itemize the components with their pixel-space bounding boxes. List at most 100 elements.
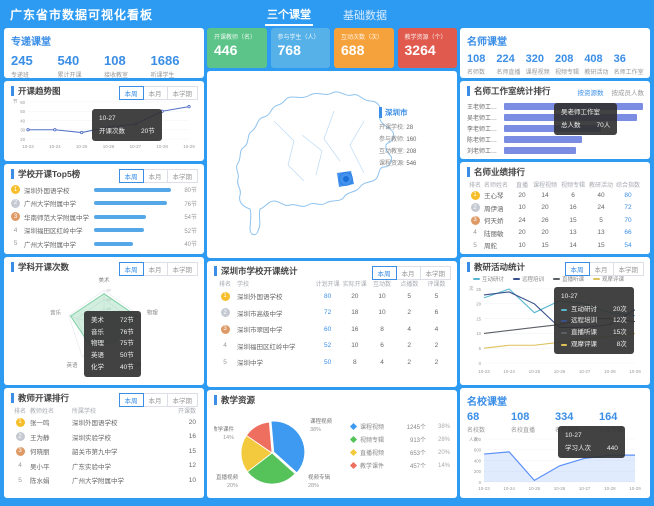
resources-pie-wrap: 课程视频 38% 视频专辑 28% 直播视频 20% 教学课件 14% 课程视频 1245个 38… (214, 407, 450, 495)
column-header: 开课数 (177, 409, 196, 416)
kpi-card-label: 教学资源（个） (404, 35, 447, 41)
toggle-subject-toggles-3[interactable]: 本学期 (166, 262, 198, 276)
stat-label: 名校专辑 (599, 428, 624, 434)
toggle-top5-toggles-2[interactable]: 本月 (142, 169, 168, 183)
stat-value: 408 (584, 53, 603, 65)
table-header-row: 排名 学校 计划开课 实际开课 互动数 点播数 评课数 (214, 279, 450, 288)
column-header: 名师姓名 (484, 183, 509, 190)
resource-count: 1245个 (406, 425, 426, 432)
toggle-subject-toggles-2[interactable]: 本月 (142, 262, 168, 276)
panel-title-mingxiao: 名校课堂 (467, 397, 507, 408)
city-stat-label: 互动教室 (379, 149, 404, 155)
table-cell: 15 (188, 447, 196, 455)
medal-icon: 1 (220, 291, 230, 301)
table-cell: 13 (569, 229, 577, 237)
toggle-trend-toggles-1[interactable]: 本周 (118, 86, 144, 100)
toggle-trend-toggles-3[interactable]: 本学期 (166, 86, 198, 100)
toggle-top5-toggles-1[interactable]: 本周 (118, 169, 144, 183)
bar-value: 40节 (184, 242, 197, 249)
medal-icon: 3 (470, 215, 480, 225)
table-cell: 24 (518, 216, 526, 224)
resource-legend-row: 视频专辑 913个 28% (349, 433, 450, 446)
resources-pie-chart[interactable]: 课程视频 38% 视频专辑 28% 直播视频 20% 教学课件 14% (214, 407, 351, 495)
workshop-filter-1[interactable]: 按资源数 (577, 90, 604, 97)
column-header: 实际开课 (342, 282, 367, 289)
svg-text:课程视频: 课程视频 (310, 417, 333, 425)
toggle-teachers-toggles-1[interactable]: 本周 (118, 393, 144, 407)
right-column: 名师课堂 108 名师数 224 名师直播 320 课程视频 208 视频专辑 408 教研活动 3… (460, 28, 650, 502)
stat-item: 108 名校直播 (511, 411, 555, 434)
city-stat-label: 开课学校 (379, 125, 404, 131)
activity-line-chart[interactable]: 0 5 10 15 20 25 10-23 10-24 10-25 10-26 10-27 10-28… (467, 283, 643, 375)
toggle-teachers-toggles-3[interactable]: 本学期 (166, 393, 198, 407)
svg-text:10-29: 10-29 (629, 486, 641, 491)
stat-label: 接收教室 (104, 73, 129, 78)
header-tab-1[interactable]: 三个课堂 (265, 2, 313, 26)
toggle-act-toggles-1[interactable]: 本周 (564, 262, 590, 276)
column-header: 排名 (218, 282, 231, 289)
bar-value: 52节 (184, 228, 197, 235)
table-header-row: 排名 名师姓名 直播 课程视频 视频专辑 教研活动 综合指数 (467, 180, 643, 189)
guangdong-map[interactable] (207, 71, 457, 258)
table-cell: 52 (323, 342, 332, 350)
panel-teacher-ranking: 教师开课排行 本周 本月 本学期 排名 教师姓名 所属学校 开课数 1 张一鸣 深圳外国语学校 2… (4, 388, 204, 498)
table-cell: 54 (624, 241, 632, 249)
kpi-card-value: 446 (214, 42, 238, 58)
stat-label: 名校课程 (555, 428, 580, 434)
table-cell: 周伊涵 (484, 205, 504, 213)
shenzhen-region-marker[interactable] (337, 171, 354, 187)
subject-radar-chart[interactable]: 20406080美术物理化学英语音乐 (11, 272, 197, 376)
panel-title-workshop: 名师工作室统计排行 (467, 86, 643, 97)
nav-tabs: 三个课堂 基础数据 (265, 0, 389, 28)
middle-column: 开课教师（名） 446 参与学生（人） 768 互动次数（次） 688 教学资源（个） 326… (207, 28, 457, 502)
bar-track (94, 187, 171, 192)
resource-legend-row: 课程视频 1245个 38% (349, 420, 450, 433)
header-tab-2[interactable]: 基础数据 (343, 10, 387, 22)
table-cell: 6 (571, 191, 575, 199)
stat-label: 名校直播 (511, 428, 536, 434)
workshop-bar-row: 吴老师工作室 (467, 112, 643, 123)
svg-text:0: 0 (479, 361, 482, 366)
toggle-teachers-toggles-2[interactable]: 本月 (142, 393, 168, 407)
bar-fill (504, 103, 643, 111)
workshop-bar-row: 刘老师工作室 (467, 145, 643, 156)
workshop-filter-2[interactable]: 按成员人数 (611, 90, 645, 97)
table-cell: 深圳福田区红岭中学 (237, 343, 296, 351)
table-cell: 4 (407, 325, 412, 333)
toggle-sz-toggles-3[interactable]: 本学期 (419, 266, 451, 280)
medal-rank-1-icon: 1 (11, 417, 29, 427)
toggle-top5-toggles-3[interactable]: 本学期 (166, 169, 198, 183)
toggle-act-toggles-3[interactable]: 本学期 (612, 262, 644, 276)
kpi-card-2: 参与学生（人） 768 (270, 28, 330, 68)
stat-value: 540 (57, 53, 80, 68)
mingxiao-area-chart[interactable]: 0 200 400 600 800 10-23 10-24 10-25 10-26 10-27 10… (467, 434, 643, 492)
stat-label: 名师直播 (496, 70, 521, 76)
top5-row: 5 广州大学附属中学 40节 (11, 237, 197, 251)
legend-marker (349, 436, 358, 444)
panel-research-activity: 教研活动统计 本周 本月 本学期 互动研讨 远程培训 直播听课 观摩评课 0 5 10 15 20… (460, 257, 650, 385)
bar-track (504, 114, 643, 122)
svg-text:次: 次 (469, 285, 474, 292)
svg-text:物理: 物理 (147, 309, 159, 317)
panel-title-subject: 学科开课次数 (11, 262, 197, 273)
svg-text:10-25: 10-25 (529, 369, 541, 374)
workshop-bar-chart[interactable]: 王老师工作室 吴老师工作室 李老师工作室 陈老师工作室 刘老师工作室 (467, 101, 643, 156)
svg-text:化学: 化学 (130, 361, 142, 369)
toggle-act-toggles-2[interactable]: 本月 (588, 262, 614, 276)
toggle-trend-toggles-2[interactable]: 本月 (142, 86, 168, 100)
stat-item: 1686 听课学生 (151, 53, 198, 78)
table-cell: 10 (378, 309, 386, 317)
svg-text:20%: 20% (227, 483, 238, 489)
table-cell: 2 (407, 342, 412, 350)
table-cell: 66 (624, 229, 632, 237)
svg-text:80: 80 (107, 288, 112, 293)
toggle-sz-toggles-1[interactable]: 本周 (371, 266, 397, 280)
toggle-subject-toggles-1[interactable]: 本周 (118, 262, 144, 276)
table-cell: 4 (434, 325, 439, 333)
table-cell: 周舵 (484, 243, 497, 251)
toggle-sz-toggles-2[interactable]: 本月 (395, 266, 421, 280)
top5-row: 4 深圳福田区红岭中学 52节 (11, 224, 197, 238)
city-stat-value: 546 (406, 161, 417, 167)
course-trend-line-chart[interactable]: 20 30 40 50 60 10-23 10-24 10-25 10-26 10-27 10-28… (11, 96, 197, 150)
